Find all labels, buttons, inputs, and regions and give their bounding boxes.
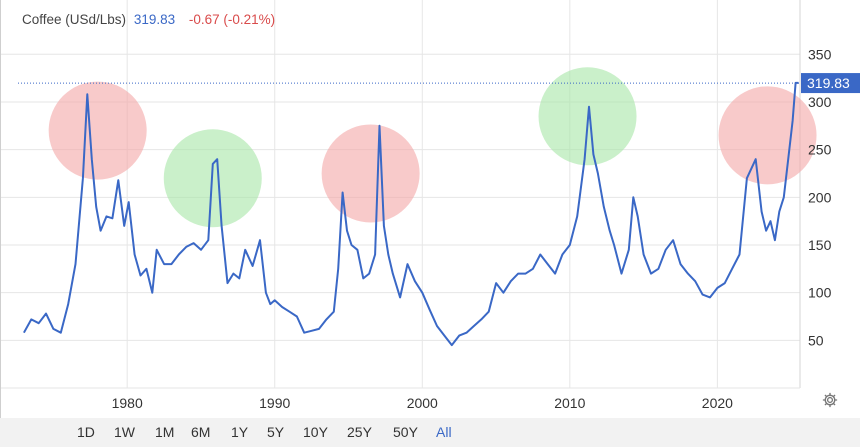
axis-labels: 50 100 150 200 250 300 350 1980 1990 2000 2010 2020 [112,46,832,411]
chart-header: Coffee (USd/Lbs) 319.83 -0.67 (-0.21%) [22,12,275,27]
last-price-tag-bg [801,73,860,94]
y-tick-label: 100 [808,285,832,301]
annotation-circle-red [48,81,147,180]
range-button-25y[interactable]: 25Y [347,424,372,440]
price-series [23,81,799,347]
range-toolbar [0,418,860,447]
range-button-5y[interactable]: 5Y [267,424,285,440]
range-button-50y[interactable]: 50Y [393,424,418,440]
last-price-tag-text: 319.83 [807,75,850,91]
annotation-circle-red [321,124,420,223]
range-button-all[interactable]: All [436,424,452,440]
annotation-circles [48,67,817,228]
chart-left-border [0,0,1,418]
price-change: -0.67 (-0.21%) [188,12,276,27]
price-chart: 50 100 150 200 250 300 350 1980 1990 2000 2010 2020… [1,0,860,411]
annotation-circle-red [718,86,817,185]
range-button-10y[interactable]: 10Y [303,424,328,440]
y-tick-label: 200 [808,189,832,205]
last-price-tag: 319.83 [18,73,860,94]
x-tick-label: 1990 [259,395,290,411]
y-tick-label: 350 [808,46,832,62]
x-tick-label: 2000 [407,395,438,411]
y-tick-label: 150 [808,237,832,253]
current-price: 319.83 [133,12,176,27]
instrument-name: Coffee (USd/Lbs) [22,12,127,27]
range-button-1m[interactable]: 1M [155,424,175,440]
x-tick-label: 1980 [112,395,143,411]
range-button-1w[interactable]: 1W [114,424,135,440]
x-tick-label: 2010 [554,395,585,411]
price-line [23,81,799,347]
x-tick-label: 2020 [702,395,733,411]
y-tick-label: 50 [808,332,824,348]
range-button-1y[interactable]: 1Y [231,424,249,440]
range-button-1d[interactable]: 1D [77,424,95,440]
gear-icon[interactable] [821,391,839,409]
y-tick-label: 300 [808,94,832,110]
y-tick-label: 250 [808,142,832,158]
range-button-6m[interactable]: 6M [191,424,211,440]
